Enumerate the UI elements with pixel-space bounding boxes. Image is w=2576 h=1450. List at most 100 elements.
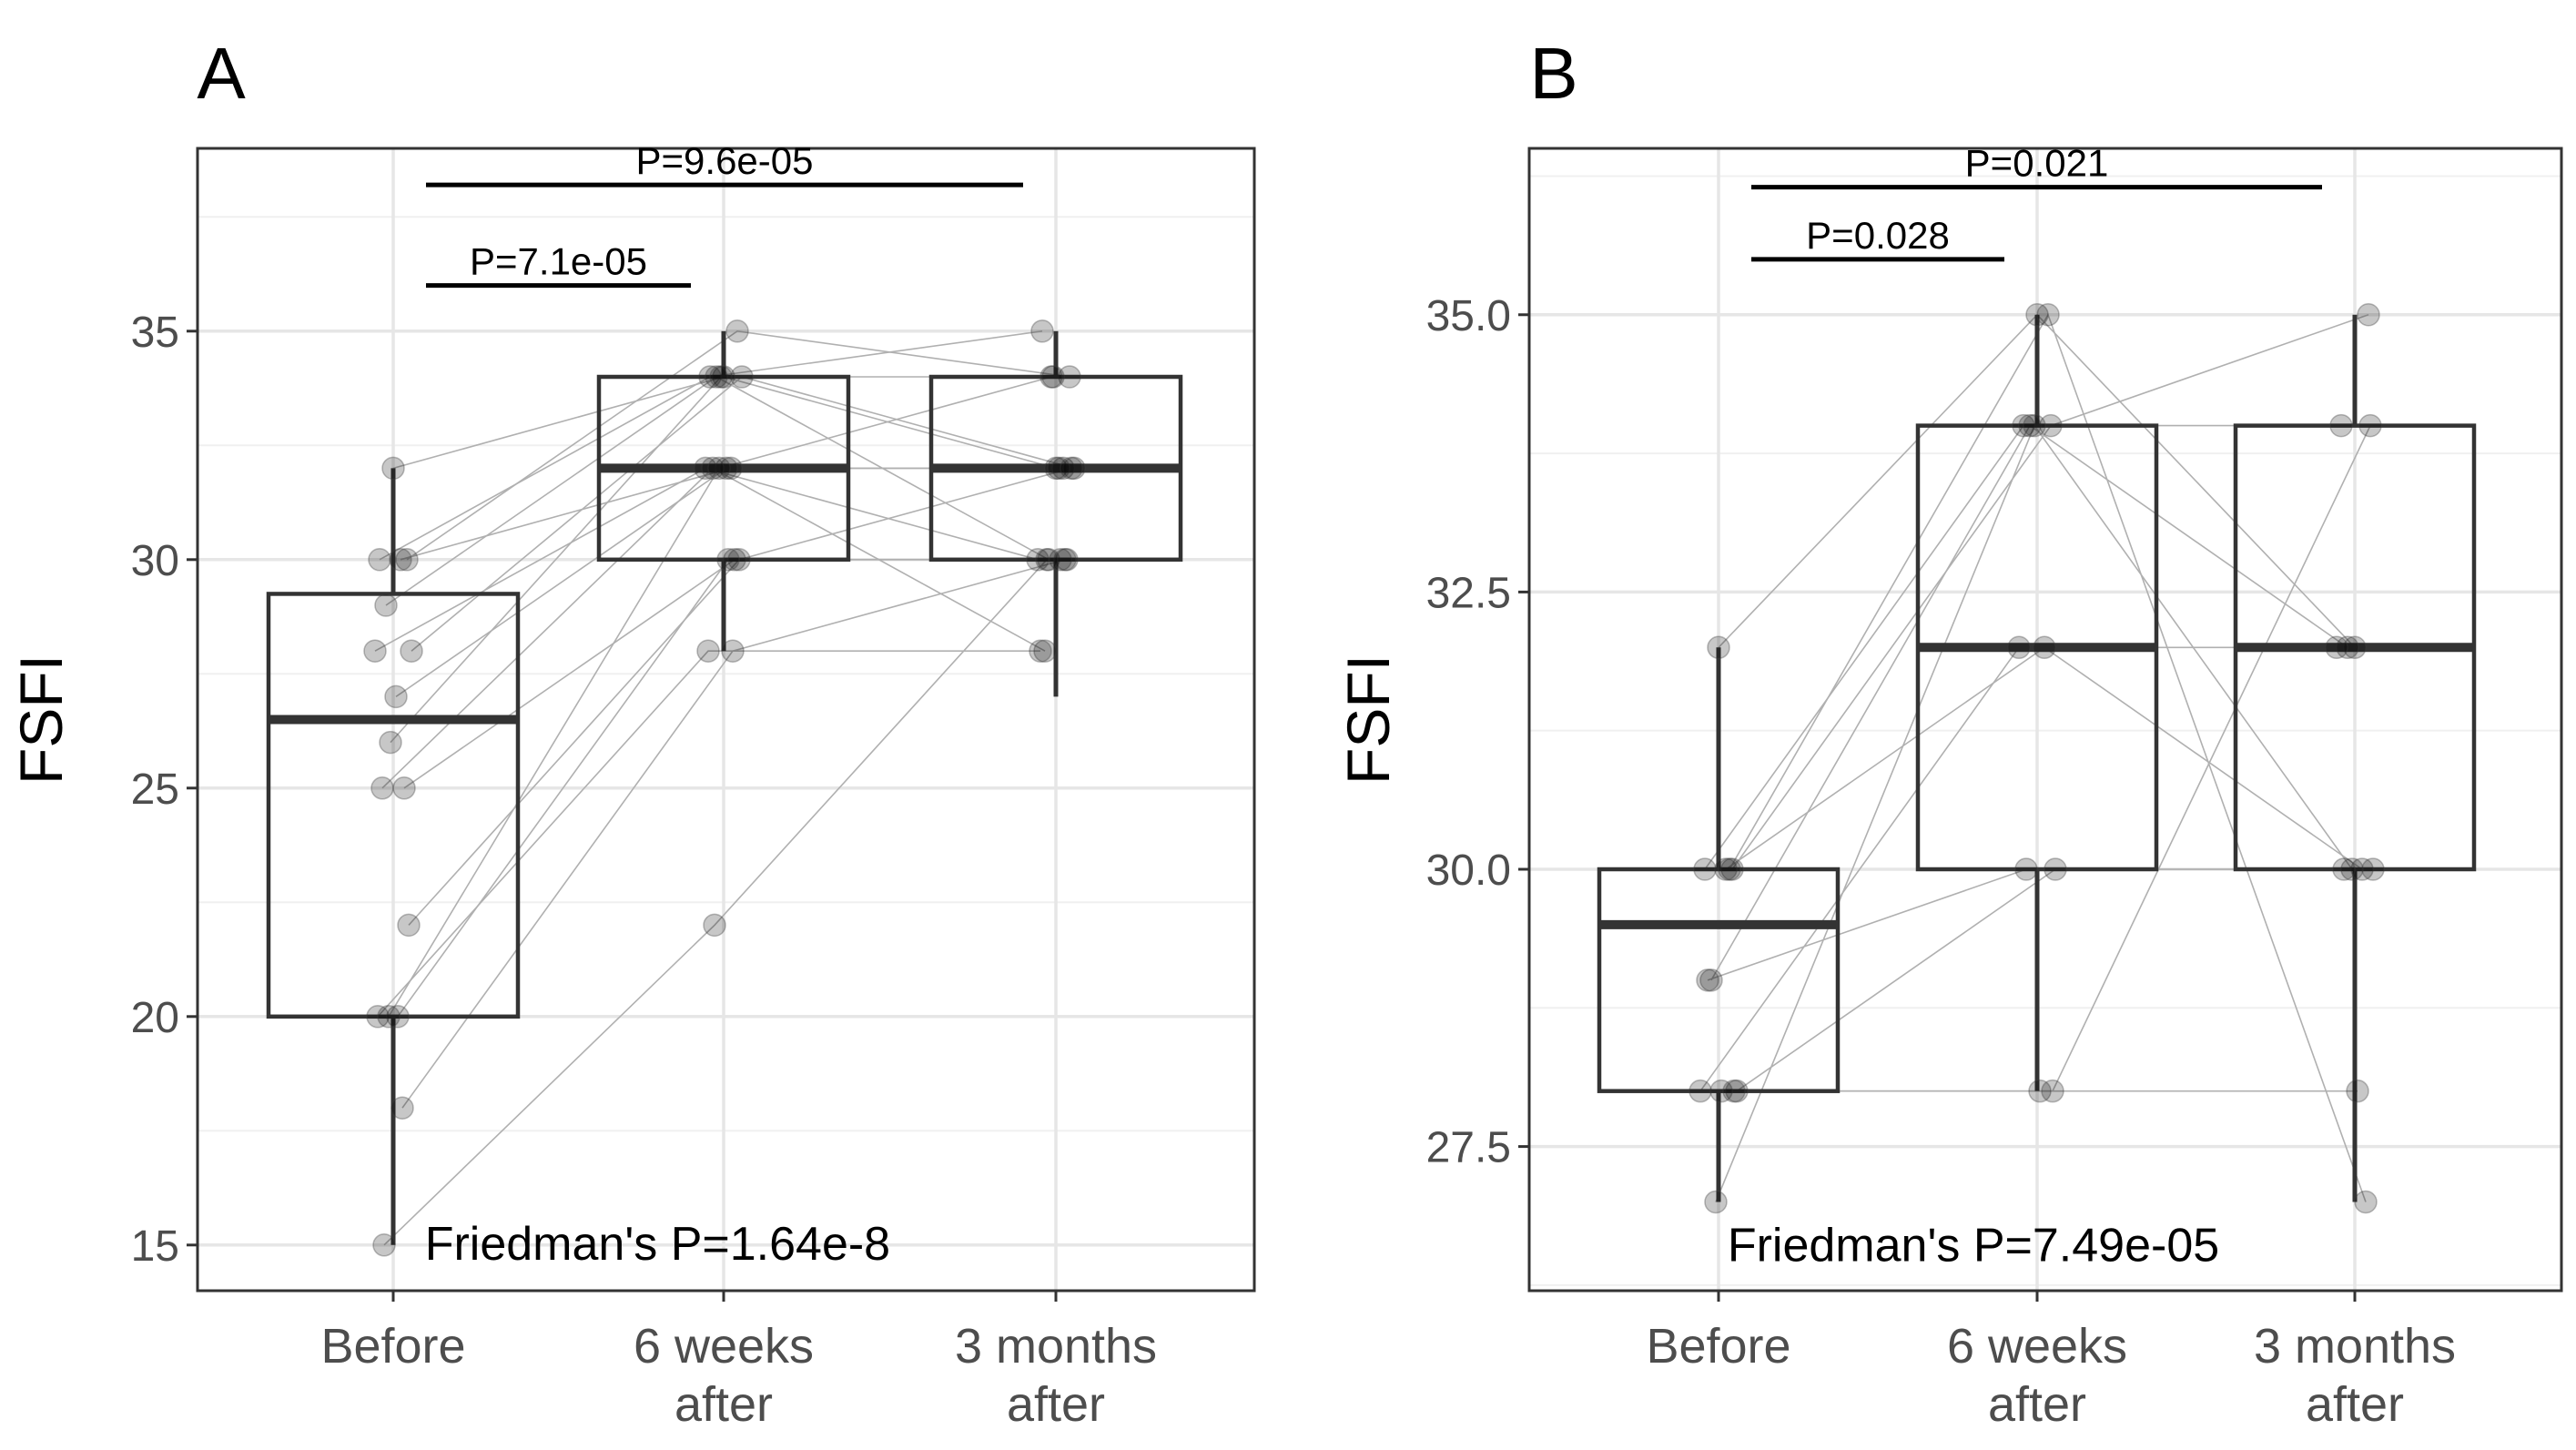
y-tick-label: 20 (131, 994, 179, 1042)
subject-line (1729, 312, 2367, 1202)
x-tick-label: after (2306, 1377, 2404, 1432)
data-point (1709, 1079, 1733, 1103)
data-point (386, 1005, 410, 1029)
data-point (2354, 1190, 2378, 1214)
data-point (1029, 639, 1052, 663)
data-point (2028, 1079, 2052, 1103)
data-point (1035, 548, 1059, 572)
data-point (2012, 413, 2035, 438)
data-point (698, 365, 722, 389)
data-point (721, 639, 745, 663)
data-point (2041, 1079, 2064, 1103)
subject-line (401, 559, 1066, 1109)
data-point (1060, 456, 1083, 481)
data-point (1699, 968, 1723, 992)
y-axis-label: FSFI (1334, 654, 1402, 785)
x-tick-label: 6 weeks (634, 1319, 814, 1374)
data-point (719, 456, 743, 481)
data-point (1040, 365, 1063, 389)
data-point (712, 365, 735, 389)
data-point (694, 456, 717, 481)
data-point (395, 548, 419, 572)
data-point (1047, 456, 1070, 481)
data-point (377, 1005, 401, 1029)
significance-label: P=9.6e-05 (636, 139, 814, 182)
x-tick-label: Before (1646, 1319, 1790, 1374)
data-point (1725, 1079, 1749, 1103)
data-point (2033, 635, 2056, 660)
data-point (727, 548, 751, 572)
data-point (381, 456, 405, 481)
x-tick-label: after (1988, 1377, 2086, 1432)
data-point (2036, 303, 2060, 327)
data-point (730, 365, 754, 389)
data-point (2357, 303, 2380, 327)
data-point (1044, 456, 1068, 481)
box (1597, 867, 1841, 1093)
data-point (2044, 857, 2067, 881)
x-tick-label: 3 months (2254, 1319, 2456, 1374)
data-point (1696, 968, 1719, 992)
data-point (1037, 548, 1060, 572)
data-point (2340, 857, 2364, 881)
data-point (705, 365, 728, 389)
data-point (2007, 635, 2031, 660)
data-point (2023, 413, 2046, 438)
data-point (384, 684, 408, 709)
data-point (2329, 413, 2353, 438)
data-point (2343, 635, 2367, 660)
data-point (368, 548, 391, 572)
data-point (1722, 1079, 1746, 1103)
y-tick-label: 30 (131, 537, 179, 585)
significance-label: P=7.1e-05 (470, 240, 647, 283)
data-point (2039, 413, 2063, 438)
x-tick-label: 6 weeks (1947, 1319, 2127, 1374)
data-point (366, 1005, 390, 1029)
data-point (1718, 857, 1741, 881)
data-point (715, 456, 738, 481)
y-tick-label: 30.0 (1426, 847, 1511, 895)
data-point (379, 730, 402, 755)
data-point (1051, 456, 1075, 481)
data-point (390, 1096, 414, 1120)
panel-label: B (1529, 33, 1577, 114)
subject-line (383, 559, 1048, 1246)
data-point (716, 548, 740, 572)
data-point (400, 639, 423, 663)
data-point (389, 548, 412, 572)
data-point (707, 456, 731, 481)
panel-border (196, 147, 1256, 1293)
data-point (1033, 639, 1057, 663)
panel-border (1527, 147, 2563, 1293)
friedman-annotation: Friedman's P=7.49e-05 (1728, 1219, 2219, 1272)
data-point (363, 639, 387, 663)
y-axis-label: FSFI (7, 654, 75, 785)
friedman-annotation: Friedman's P=1.64e-8 (425, 1218, 890, 1271)
data-point (2346, 1079, 2369, 1103)
subject-line (377, 650, 1040, 1018)
data-point (701, 456, 725, 481)
data-point (2336, 635, 2359, 660)
data-point (696, 639, 720, 663)
y-tick-label: 15 (131, 1222, 179, 1271)
data-point (1062, 456, 1086, 481)
y-tick-label: 27.5 (1426, 1124, 1511, 1172)
data-point (374, 593, 398, 617)
data-point (723, 548, 746, 572)
data-point (392, 776, 416, 800)
significance-label: P=0.028 (1806, 214, 1950, 257)
data-point (1055, 548, 1079, 572)
data-point (1058, 365, 1081, 389)
data-point (2350, 857, 2374, 881)
y-tick-label: 32.5 (1426, 569, 1511, 617)
data-point (2018, 413, 2042, 438)
x-tick-label: after (674, 1377, 773, 1432)
data-point (2332, 857, 2356, 881)
data-point (2325, 635, 2348, 660)
data-point (1720, 857, 1744, 881)
data-point (1041, 365, 1065, 389)
y-tick-label: 35.0 (1426, 292, 1511, 340)
x-tick-label: 3 months (955, 1319, 1157, 1374)
